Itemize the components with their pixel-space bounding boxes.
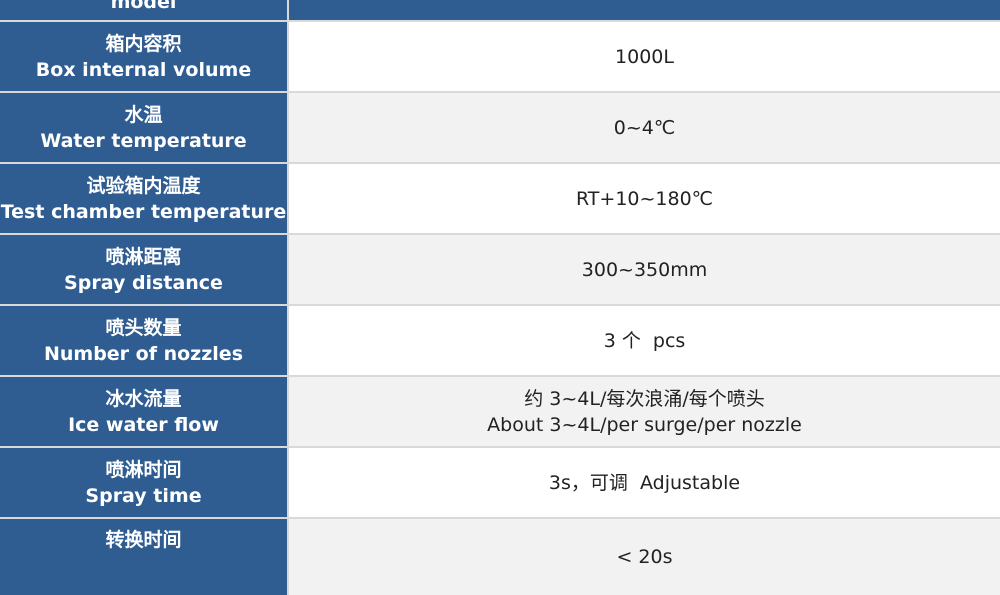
- value-text: < 20s: [616, 546, 673, 568]
- row-value: 300~350mm: [289, 235, 1000, 304]
- spec-row-ice-water-flow: 冰水流量 Ice water flow 约 3~4L/每次浪涌/每个喷头 About…: [0, 377, 1000, 446]
- spec-row-spray-distance: 喷淋距离 Spray distance 300~350mm: [0, 235, 1000, 304]
- value-text: 1000L: [615, 45, 674, 68]
- row-value: < 20s: [289, 519, 1000, 595]
- value-text: 0~4℃: [613, 116, 676, 139]
- value-text-en: About 3~4L/per surge/per nozzle: [487, 413, 802, 436]
- value-text: 3s，可调 Adjustable: [548, 471, 741, 494]
- value-text: RT+10~180℃: [575, 187, 714, 210]
- row-label: 水温 Water temperature: [0, 93, 287, 162]
- label-en: Test chamber temperature: [0, 200, 287, 223]
- label-en: Number of nozzles: [43, 342, 244, 365]
- spec-row-switch-time: 转换时间 < 20s: [0, 519, 1000, 595]
- spec-row-spray-time: 喷淋时间 Spray time 3s，可调 Adjustable: [0, 448, 1000, 517]
- row-value: 1000L: [289, 22, 1000, 91]
- row-label: 冰水流量 Ice water flow: [0, 377, 287, 446]
- label-en: model: [110, 0, 177, 13]
- row-value: 0~4℃: [289, 93, 1000, 162]
- row-label: 喷淋时间 Spray time: [0, 448, 287, 517]
- value-text: 3 个 pcs: [603, 329, 686, 352]
- label-zh: 喷淋时间: [105, 458, 182, 481]
- spec-row-volume: 箱内容积 Box internal volume 1000L: [0, 22, 1000, 91]
- row-label: 箱内容积 Box internal volume: [0, 22, 287, 91]
- row-value: 约 3~4L/每次浪涌/每个喷头 About 3~4L/per surge/per…: [289, 377, 1000, 446]
- spec-row-model: model: [0, 0, 1000, 20]
- value-text: 300~350mm: [581, 258, 708, 281]
- row-label: 试验箱内温度 Test chamber temperature: [0, 164, 287, 233]
- row-value: 3 个 pcs: [289, 306, 1000, 375]
- label-en: Ice water flow: [68, 413, 219, 436]
- spec-row-chamber-temp: 试验箱内温度 Test chamber temperature RT+10~180…: [0, 164, 1000, 233]
- label-en: Spray distance: [64, 271, 223, 294]
- value-text-zh: 约 3~4L/每次浪涌/每个喷头: [524, 387, 765, 410]
- row-label: 喷头数量 Number of nozzles: [0, 306, 287, 375]
- label-zh: 喷头数量: [105, 316, 182, 339]
- spec-row-nozzles: 喷头数量 Number of nozzles 3 个 pcs: [0, 306, 1000, 375]
- label-zh: 转换时间: [105, 529, 182, 551]
- label-en: Box internal volume: [35, 58, 252, 81]
- label-en: Spray time: [85, 484, 202, 507]
- spec-row-water-temp: 水温 Water temperature 0~4℃: [0, 93, 1000, 162]
- row-label: model: [0, 0, 287, 20]
- row-value: 3s，可调 Adjustable: [289, 448, 1000, 517]
- row-value: [289, 0, 1000, 20]
- label-zh: 水温: [124, 103, 163, 126]
- label-zh: 喷淋距离: [105, 245, 182, 268]
- label-zh: 冰水流量: [105, 387, 182, 410]
- row-value: RT+10~180℃: [289, 164, 1000, 233]
- label-en: Water temperature: [40, 129, 247, 152]
- label-zh: 箱内容积: [105, 32, 182, 55]
- row-label: 喷淋距离 Spray distance: [0, 235, 287, 304]
- label-zh: 试验箱内温度: [86, 174, 201, 197]
- row-label: 转换时间: [0, 519, 287, 595]
